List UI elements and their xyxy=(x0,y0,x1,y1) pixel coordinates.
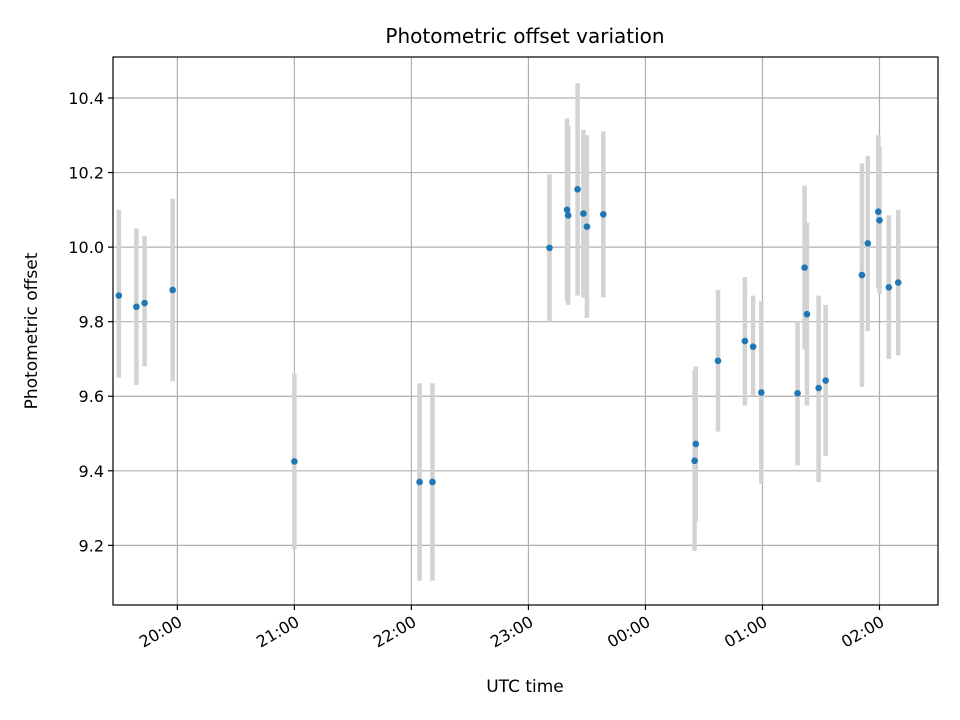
data-point xyxy=(564,212,572,219)
data-point xyxy=(600,211,607,218)
y-axis-ticks: 9.2 9.4 9.6 9.8 10.0 10.2 10.4 xyxy=(68,89,113,555)
data-point xyxy=(583,223,591,230)
data-point xyxy=(741,337,749,345)
x-tick-label: 22:00 xyxy=(370,612,419,652)
data-point xyxy=(692,440,700,448)
y-tick-label: 10.0 xyxy=(68,238,104,257)
data-point xyxy=(803,310,811,318)
y-tick-label: 9.4 xyxy=(79,462,104,481)
data-point xyxy=(416,478,423,486)
x-tick-label: 21:00 xyxy=(253,612,302,652)
y-tick-label: 9.8 xyxy=(79,313,104,332)
data-point xyxy=(563,206,571,214)
data-point xyxy=(815,384,822,392)
data-point xyxy=(291,458,298,465)
data-point xyxy=(714,357,722,365)
data-points xyxy=(115,186,902,486)
plot-frame xyxy=(112,56,939,606)
data-point xyxy=(794,389,801,397)
data-point xyxy=(858,271,866,279)
data-point xyxy=(864,240,872,247)
y-tick-label: 9.2 xyxy=(79,536,104,555)
data-point xyxy=(822,377,829,384)
data-point xyxy=(894,279,902,286)
data-point xyxy=(875,208,882,216)
x-axis-ticks: 20:00 21:00 22:00 23:00 00:00 01:00 02:00 xyxy=(136,605,887,652)
data-point xyxy=(169,286,176,294)
x-axis-label: UTC time xyxy=(486,677,564,697)
x-tick-label: 20:00 xyxy=(136,612,185,652)
x-tick-label: 00:00 xyxy=(604,612,653,652)
data-point xyxy=(546,244,553,252)
error-bars xyxy=(116,83,901,581)
data-point xyxy=(580,210,587,217)
data-point xyxy=(141,299,148,307)
data-point xyxy=(574,186,581,193)
data-point xyxy=(885,284,893,291)
data-point xyxy=(801,264,808,271)
y-tick-label: 10.4 xyxy=(68,89,104,108)
data-point xyxy=(749,343,757,350)
data-point xyxy=(757,389,765,396)
y-axis-label: Photometric offset xyxy=(22,252,42,409)
x-tick-label: 01:00 xyxy=(721,612,770,652)
x-tick-label: 02:00 xyxy=(838,612,887,652)
data-point xyxy=(115,292,123,299)
y-tick-label: 10.2 xyxy=(68,164,104,183)
data-point xyxy=(429,478,436,486)
x-tick-label: 23:00 xyxy=(487,612,536,652)
data-point xyxy=(133,303,140,311)
grid-lines xyxy=(113,57,938,605)
chart-title: Photometric offset variation xyxy=(385,24,664,48)
data-point xyxy=(876,216,883,224)
data-point xyxy=(691,457,698,465)
y-tick-label: 9.6 xyxy=(79,387,104,406)
